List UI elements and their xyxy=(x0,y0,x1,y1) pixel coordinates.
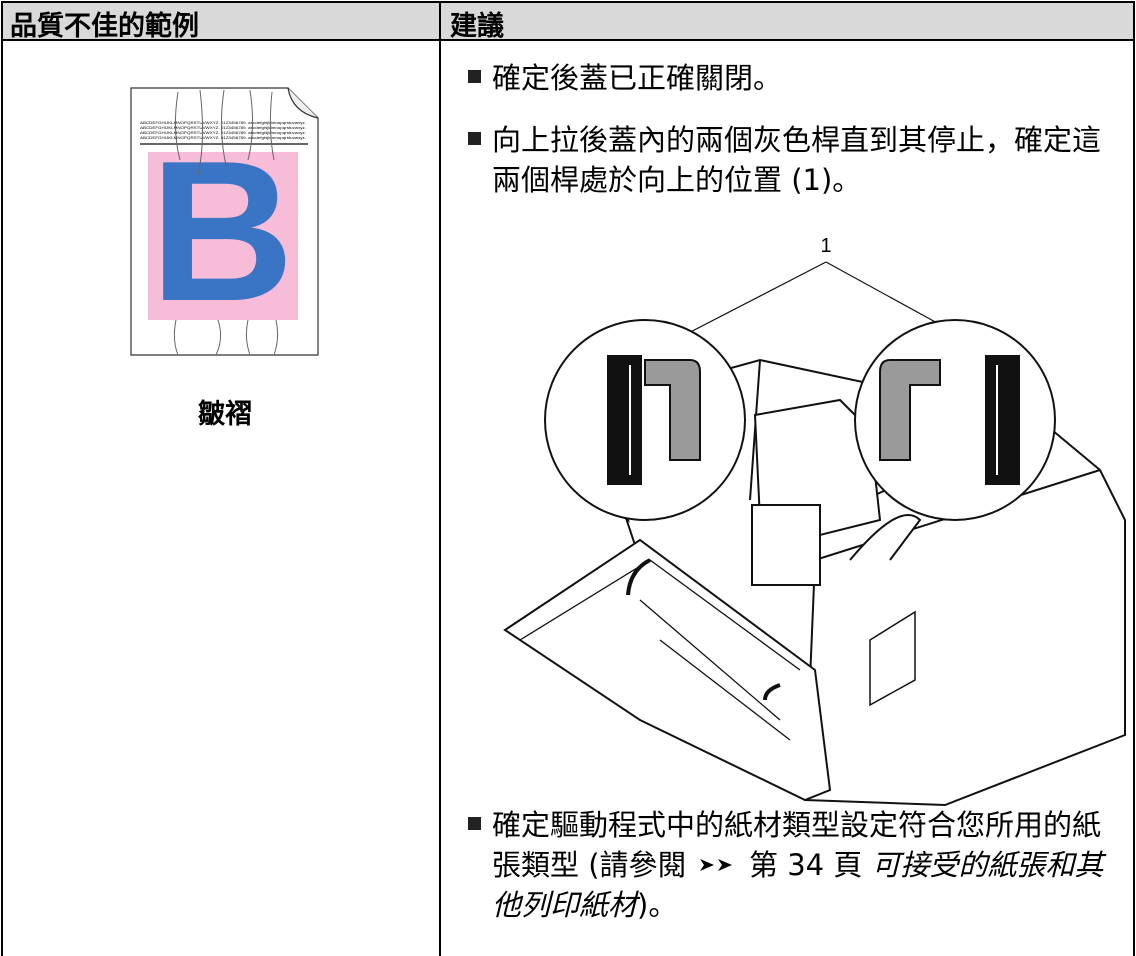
page-ref: 第 34 頁 xyxy=(748,848,863,882)
sample-text: ABCDEFGHIJKLMNOPQRSTUVWXYZ. 0123456789. … xyxy=(140,135,306,140)
sample-page: B ABCDEFGHIJKLMNOPQRSTUVWXYZ. 0123456789… xyxy=(130,87,319,356)
sample-text: ABCDEFGHIJKLMNOPQRSTUVWXYZ. 0123456789. … xyxy=(140,130,306,135)
suggestion: 確定驅動程式中的紙材類型設定符合您所用的紙張類型 (請參閱 第 34 頁 可接受… xyxy=(492,805,1114,925)
sample-letter: B xyxy=(150,120,294,343)
bullet xyxy=(468,132,481,145)
suggestion: 向上拉後蓋內的兩個灰色桿直到其停止，確定這兩個桿處於向上的位置 (1)。 xyxy=(492,123,1102,197)
figure-label: 1 xyxy=(820,235,831,257)
header-cell: 品質不佳的範例 xyxy=(10,11,199,42)
caption: 皺褶 xyxy=(198,399,252,430)
suggestion: 確定後蓋已正確關閉。 xyxy=(492,61,783,95)
bullet xyxy=(468,817,481,830)
suggestion-text: 確定驅動程式中的紙材類型設定符合您所用的紙張類型 (請參閱 xyxy=(492,808,1102,882)
sample-text: ABCDEFGHIJKLMNOPQRSTUVWXYZ. 0123456789. … xyxy=(140,120,306,125)
link-text: 可接受的紙張和其他列印紙材 xyxy=(492,848,1104,922)
sample-text: ABCDEFGHIJKLMNOPQRSTUVWXYZ. 0123456789. … xyxy=(140,125,306,130)
bullet xyxy=(468,70,481,83)
arrow-icon xyxy=(699,859,732,871)
printer-figure: 1 xyxy=(503,235,1126,807)
header-row xyxy=(2,2,1134,40)
header-cell: 建議 xyxy=(450,11,504,42)
suggestion-text: )。 xyxy=(637,888,678,922)
